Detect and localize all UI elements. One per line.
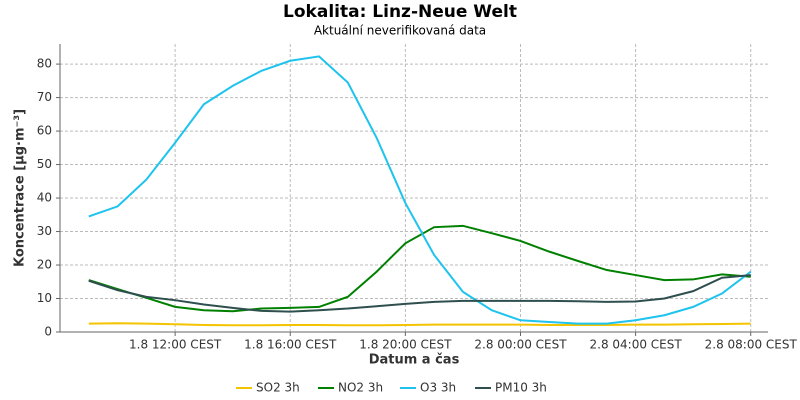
series-line <box>88 224 751 313</box>
chart-title: Lokalita: Linz-Neue Welt <box>283 2 517 22</box>
legend-label: PM10 3h <box>495 381 547 395</box>
legend-label: SO2 3h <box>256 381 300 395</box>
y-tick-label: 20 <box>37 258 52 272</box>
x-tick-label: 1.8 20:00 CEST <box>359 338 452 352</box>
legend-label: NO2 3h <box>338 381 383 395</box>
chart-subtitle: Aktuální neverifikovaná data <box>314 24 486 38</box>
series-line <box>88 55 752 325</box>
x-axis-label: Datum a čas <box>369 353 460 368</box>
y-tick-label: 30 <box>37 224 52 238</box>
x-tick-label: 2.8 00:00 CEST <box>474 338 567 352</box>
y-tick-label: 10 <box>37 291 52 305</box>
x-tick-label: 1.8 12:00 CEST <box>129 338 222 352</box>
y-tick-label: 60 <box>37 124 52 138</box>
y-tick-label: 0 <box>44 325 52 339</box>
series-line <box>88 274 751 313</box>
x-tick-label: 1.8 16:00 CEST <box>244 338 337 352</box>
series-line <box>88 322 751 327</box>
y-tick-label: 80 <box>37 57 52 71</box>
x-tick-label: 2.8 04:00 CEST <box>590 338 683 352</box>
y-tick-label: 40 <box>37 191 52 205</box>
x-tick-label: 2.8 08:00 CEST <box>705 338 798 352</box>
y-axis-label: Koncentrace [µg·m⁻³] <box>13 109 28 267</box>
y-tick-label: 70 <box>37 90 52 104</box>
legend-label: O3 3h <box>420 381 456 395</box>
y-tick-label: 50 <box>37 157 52 171</box>
